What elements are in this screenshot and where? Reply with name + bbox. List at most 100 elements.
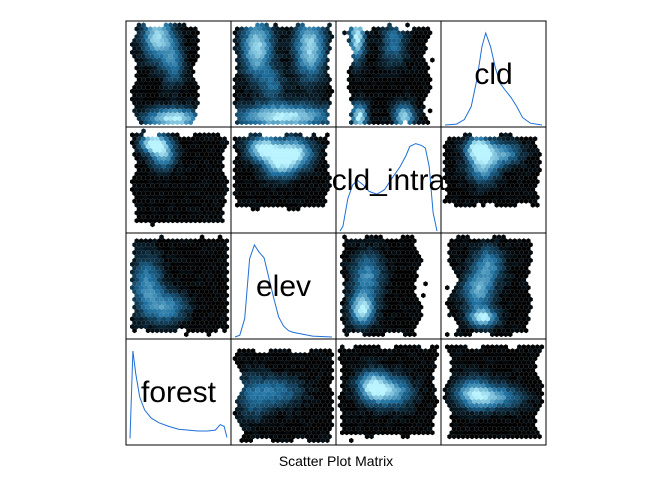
hexbin-point (282, 371, 287, 377)
hexbin-point (316, 147, 321, 154)
hexbin-point (364, 53, 370, 59)
hexbin-point (250, 175, 256, 181)
hexbin-point (262, 155, 267, 161)
hexbin-point (311, 112, 317, 118)
hexbin-point (467, 186, 472, 193)
hexbin-point (369, 242, 374, 248)
hexbin-point (145, 273, 151, 279)
hexbin-point (197, 324, 203, 330)
hexbin-point (407, 331, 413, 338)
hexbin-point (139, 147, 144, 154)
hexbin-point (358, 324, 363, 330)
hexbin-point (136, 320, 142, 326)
hexbin-point (170, 253, 175, 260)
hexbin-point (476, 186, 481, 193)
hexbin-point (275, 186, 280, 193)
hexbin-point (456, 159, 461, 165)
hexbin-point (403, 359, 408, 366)
hexbin-point (271, 194, 276, 200)
hexbin-point (188, 119, 193, 126)
hexbin-point (403, 300, 408, 306)
hexbin-point (190, 273, 196, 279)
hexbin-point (277, 356, 283, 362)
hexbin-point (378, 265, 383, 271)
hexbin-point (353, 26, 358, 32)
hexbin-point (351, 296, 356, 302)
hexbin-point (508, 300, 513, 306)
hexbin-point (503, 246, 508, 252)
hexbin-point (300, 136, 305, 142)
hexbin-point (204, 296, 209, 302)
hexbin-point (463, 140, 468, 146)
hexbin-point (526, 246, 531, 252)
hexbin-point (460, 183, 466, 189)
hexbin-point (259, 136, 265, 142)
hexbin-point (208, 289, 214, 295)
hexbin-point (141, 38, 146, 44)
hexbin-point (418, 387, 424, 393)
hexbin-point (340, 316, 345, 322)
hexbin-point (266, 80, 271, 87)
hexbin-point (259, 159, 265, 165)
hexbin-point (307, 96, 312, 102)
hexbin-point (232, 30, 238, 36)
hexbin-point (378, 273, 383, 279)
hexbin-point (396, 296, 401, 302)
hexbin-point (235, 352, 240, 358)
hexbin-point (521, 179, 527, 185)
hexbin-point (284, 73, 289, 79)
hexbin-point (295, 38, 301, 44)
hexbin-point (184, 277, 189, 283)
hexbin-point (141, 198, 146, 204)
hexbin-point (224, 253, 230, 260)
hexbin-point (403, 367, 408, 373)
hexbin-point (213, 273, 218, 279)
hexbin-point (483, 289, 488, 295)
hexbin-point (271, 73, 276, 79)
hexbin-point (202, 261, 207, 267)
hexbin-point (291, 434, 296, 440)
hexbin-point (184, 96, 189, 102)
hexbin-point (154, 77, 160, 83)
hexbin-point (521, 308, 527, 314)
hexbin-point (526, 308, 531, 314)
hexbin-point (188, 140, 193, 146)
hexbin-point (273, 167, 278, 173)
hexbin-point (179, 277, 184, 283)
hexbin-point (202, 246, 207, 252)
hexbin-point (244, 26, 249, 32)
hexbin-point (396, 257, 401, 263)
hexbin-point (499, 269, 504, 275)
hexbin-point (220, 277, 225, 283)
variable-label-elev: elev (256, 270, 311, 303)
hexbin-point (163, 30, 169, 36)
hexbin-point (478, 289, 484, 295)
hexbin-point (346, 77, 352, 83)
hexbin-point (418, 30, 424, 36)
hexbin-point (412, 41, 417, 48)
hexbin-point (508, 155, 513, 161)
hexbin-point (474, 136, 479, 142)
hexbin-point (145, 30, 151, 36)
hexbin-point (376, 367, 381, 373)
hexbin-point (421, 34, 426, 40)
hexbin-point (148, 163, 153, 169)
hexbin-point (246, 116, 251, 122)
hexbin-point (510, 304, 515, 310)
hexbin-point (396, 418, 401, 424)
hexbin-point (286, 363, 292, 369)
hexbin-point (447, 257, 452, 263)
hexbin-point (193, 147, 198, 154)
hexbin-point (451, 265, 457, 271)
hexbin-point (239, 80, 244, 87)
hexbin-point (400, 38, 406, 44)
hexbin-point (259, 183, 265, 189)
hexbin-point (371, 300, 376, 306)
hexbin-point (307, 26, 312, 32)
hexbin-point (280, 57, 285, 63)
hexbin-point (220, 308, 225, 314)
hexbin-point (311, 437, 317, 444)
hexbin-point (215, 171, 221, 177)
hexbin-point (280, 186, 285, 193)
hexbin-point (369, 328, 374, 334)
